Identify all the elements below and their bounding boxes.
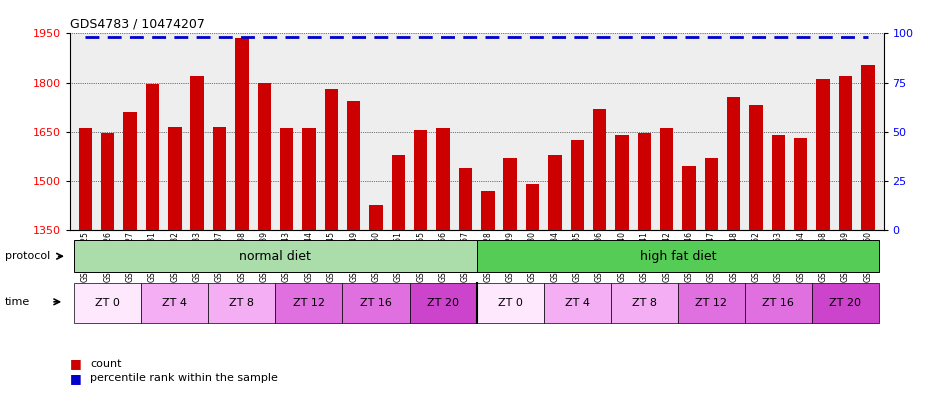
Text: ZT 0: ZT 0 xyxy=(95,298,120,308)
Bar xyxy=(347,101,360,393)
Text: ZT 16: ZT 16 xyxy=(763,298,794,308)
Bar xyxy=(275,283,342,323)
Bar xyxy=(683,166,696,393)
Text: ZT 8: ZT 8 xyxy=(631,298,657,308)
Bar xyxy=(280,129,293,393)
Bar xyxy=(570,140,584,393)
Bar xyxy=(812,283,879,323)
Bar xyxy=(342,283,409,323)
Bar xyxy=(616,135,629,393)
Bar xyxy=(101,133,114,393)
Bar xyxy=(525,184,539,393)
Text: ZT 4: ZT 4 xyxy=(565,298,590,308)
Bar xyxy=(839,76,852,393)
Text: ZT 0: ZT 0 xyxy=(498,298,523,308)
Text: percentile rank within the sample: percentile rank within the sample xyxy=(90,373,278,383)
Text: ZT 12: ZT 12 xyxy=(293,298,325,308)
Bar xyxy=(141,283,208,323)
Bar xyxy=(772,135,785,393)
Bar xyxy=(74,283,141,323)
Bar xyxy=(660,129,673,393)
Bar xyxy=(481,191,495,393)
Bar xyxy=(392,154,405,393)
Bar xyxy=(409,283,476,323)
Text: ZT 4: ZT 4 xyxy=(163,298,187,308)
Bar xyxy=(678,283,745,323)
Text: normal diet: normal diet xyxy=(240,250,312,263)
Bar xyxy=(861,64,874,393)
Text: ZT 12: ZT 12 xyxy=(696,298,727,308)
Bar xyxy=(213,127,226,393)
Bar xyxy=(548,154,562,393)
Bar xyxy=(414,130,428,393)
Bar xyxy=(74,241,476,272)
Bar xyxy=(745,283,812,323)
Bar xyxy=(168,127,181,393)
Text: ■: ■ xyxy=(70,371,82,385)
Bar xyxy=(817,79,830,393)
Bar xyxy=(79,129,92,393)
Bar xyxy=(191,76,204,393)
Bar xyxy=(458,168,472,393)
Bar xyxy=(794,138,807,393)
Text: count: count xyxy=(90,358,122,369)
Bar xyxy=(124,112,137,393)
Bar xyxy=(208,283,275,323)
Text: time: time xyxy=(5,297,30,307)
Text: ZT 16: ZT 16 xyxy=(360,298,392,308)
Bar xyxy=(592,109,606,393)
Text: ■: ■ xyxy=(70,357,82,370)
Bar xyxy=(705,158,718,393)
Text: GDS4783 / 10474207: GDS4783 / 10474207 xyxy=(70,18,205,31)
Bar xyxy=(146,84,159,393)
Bar xyxy=(476,283,544,323)
Bar xyxy=(638,133,651,393)
Bar xyxy=(369,205,383,393)
Bar xyxy=(476,241,879,272)
Text: high fat diet: high fat diet xyxy=(640,250,716,263)
Bar xyxy=(750,105,763,393)
Bar xyxy=(503,158,517,393)
Bar xyxy=(325,89,338,393)
Bar xyxy=(611,283,678,323)
Bar xyxy=(235,38,248,393)
Text: ZT 8: ZT 8 xyxy=(230,298,255,308)
Bar xyxy=(258,83,271,393)
Bar xyxy=(436,129,450,393)
Text: ZT 20: ZT 20 xyxy=(427,298,459,308)
Bar xyxy=(727,97,740,393)
Text: protocol: protocol xyxy=(5,251,50,261)
Bar xyxy=(544,283,611,323)
Bar xyxy=(302,129,315,393)
Text: ZT 20: ZT 20 xyxy=(830,298,861,308)
